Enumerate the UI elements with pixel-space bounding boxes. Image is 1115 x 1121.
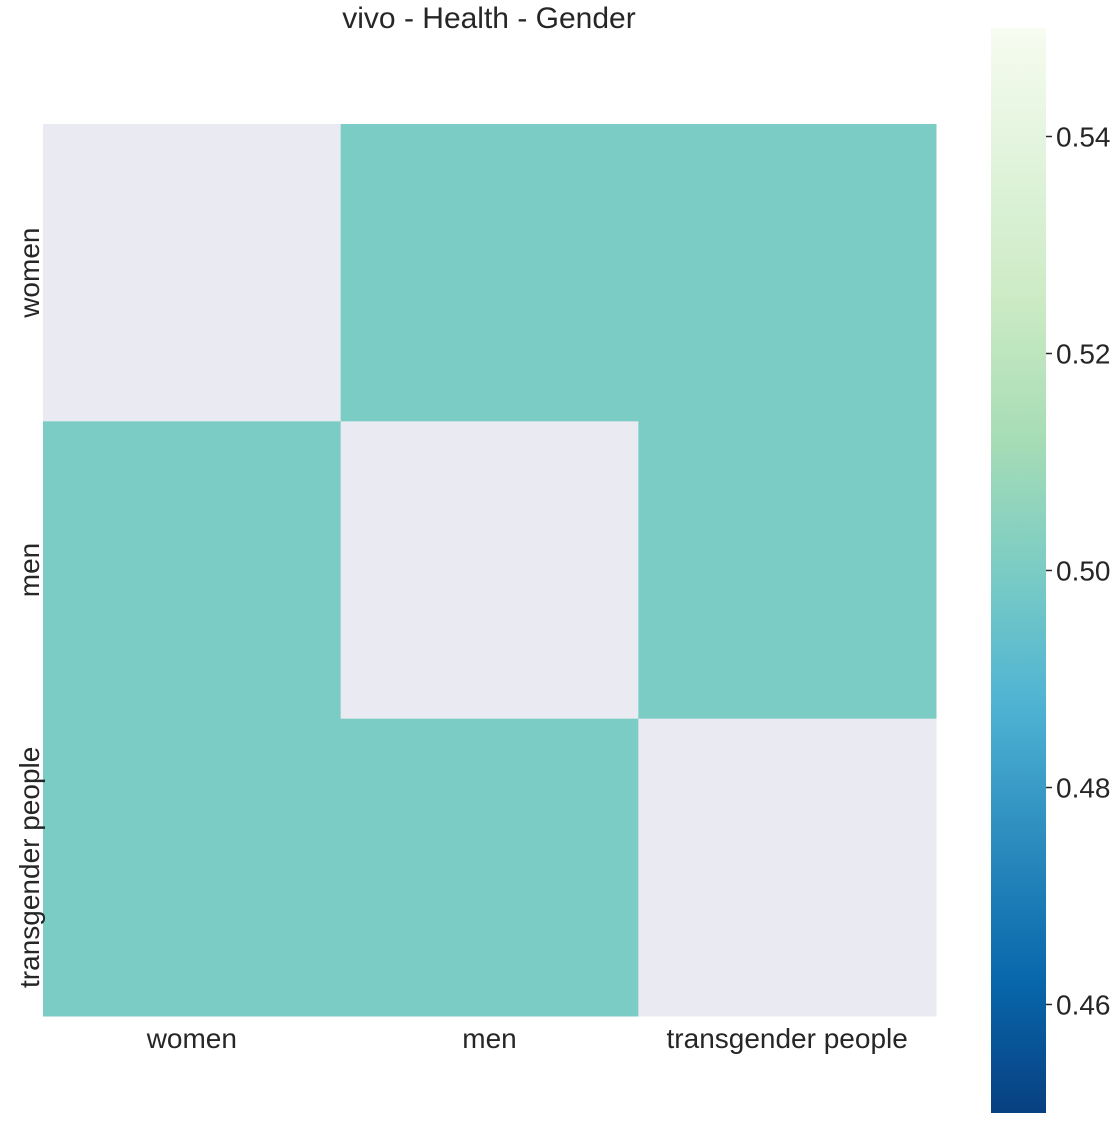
heatmap-cell bbox=[43, 718, 342, 1017]
heatmap-cell-masked bbox=[638, 718, 937, 1017]
heatmap-cells bbox=[43, 124, 937, 1017]
colorbar: 0.46 0.48 0.50 0.52 0.54 bbox=[991, 28, 1111, 1113]
heatmap-cell bbox=[340, 124, 639, 422]
heatmap-cell-masked bbox=[340, 421, 639, 720]
colorbar-gradient bbox=[991, 28, 1046, 1113]
x-tick-label: transgender people bbox=[667, 1023, 908, 1054]
heatmap-cell bbox=[638, 124, 937, 422]
colorbar-ticks: 0.46 0.48 0.50 0.52 0.54 bbox=[1046, 122, 1111, 1021]
colorbar-tick-label: 0.48 bbox=[1056, 773, 1111, 804]
x-axis-ticks: women men transgender people bbox=[146, 1023, 908, 1054]
x-tick-label: men bbox=[462, 1023, 516, 1054]
colorbar-tick-label: 0.54 bbox=[1056, 122, 1111, 153]
chart-title: vivo - Health - Gender bbox=[342, 2, 635, 35]
y-tick-label: men bbox=[14, 543, 45, 597]
y-tick-label: women bbox=[14, 228, 45, 319]
heatmap-cell bbox=[340, 718, 639, 1017]
colorbar-tick-label: 0.50 bbox=[1056, 556, 1111, 587]
x-tick-label: women bbox=[146, 1023, 237, 1054]
heatmap-cell bbox=[43, 421, 342, 720]
heatmap-cell-masked bbox=[43, 124, 342, 422]
colorbar-tick-label: 0.52 bbox=[1056, 339, 1111, 370]
y-tick-label: transgender people bbox=[14, 747, 45, 988]
heatmap-cell bbox=[638, 421, 937, 720]
y-axis-ticks: women men transgender people bbox=[14, 228, 45, 988]
colorbar-tick-label: 0.46 bbox=[1056, 990, 1111, 1021]
